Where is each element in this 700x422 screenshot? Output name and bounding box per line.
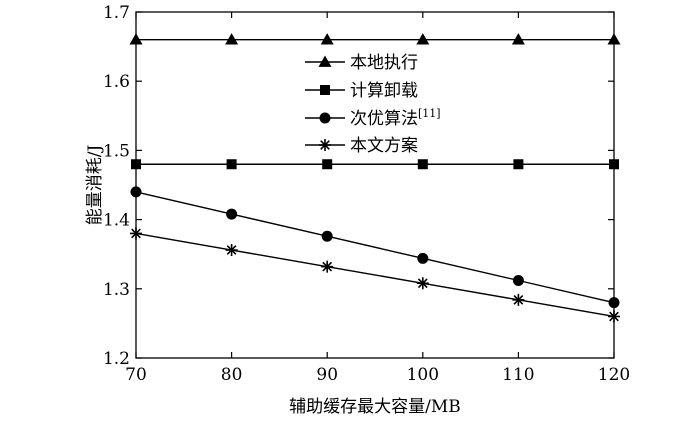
series-2-point	[609, 159, 619, 170]
series-4-point	[130, 227, 142, 240]
series-3-point	[321, 230, 333, 242]
series-2-point	[131, 159, 141, 170]
y-axis-title: 能量消耗/J	[85, 145, 105, 226]
series-1-point	[320, 33, 334, 45]
legend-superscript: [11]	[418, 107, 441, 120]
x-tick-label: 120	[598, 365, 630, 385]
series-3-point	[130, 186, 142, 198]
x-tick-label: 110	[502, 365, 534, 385]
series-3-point	[512, 274, 524, 286]
legend-label: 次优算法[11]	[350, 107, 441, 129]
x-tick-label: 70	[125, 365, 147, 385]
legend-label: 计算卸载	[350, 81, 418, 101]
series-3-point	[226, 208, 238, 220]
y-tick-label: 1.5	[103, 141, 130, 161]
series-1-point	[416, 33, 430, 45]
series-3-point	[417, 252, 429, 264]
series-3-point	[608, 297, 620, 309]
series-4-point	[416, 277, 429, 290]
legend-marker	[320, 85, 330, 95]
y-tick-label: 1.2	[103, 349, 130, 369]
legend-marker	[319, 139, 331, 151]
series-1-point	[607, 33, 621, 45]
legend-marker	[319, 112, 331, 124]
legend-label: 本地执行	[350, 53, 418, 73]
tick-layer: 70 80 90 100 110 120 1.2 1.3 1.4 1.5 1.6 1.7	[103, 3, 630, 385]
x-tick-label: 90	[316, 365, 338, 385]
series-line-3	[135, 191, 615, 304]
series-4-point	[321, 260, 334, 273]
y-tick-label: 1.4	[103, 211, 130, 231]
plot-frame	[135, 11, 615, 359]
x-axis-title: 辅助缓存最大容量/MB	[289, 397, 461, 417]
x-tick-label: 80	[221, 365, 243, 385]
series-1-point	[511, 33, 525, 45]
series-2-point	[417, 159, 428, 170]
series-2-point	[226, 159, 237, 170]
legend-marker	[318, 55, 332, 67]
y-tick-label: 1.7	[103, 3, 130, 23]
y-tick-label: 1.3	[103, 280, 130, 300]
series-4-point	[512, 293, 525, 306]
x-tick-label: 100	[407, 365, 439, 385]
series-1-point	[225, 33, 239, 45]
series-1-point	[129, 33, 143, 45]
series-4-point	[608, 310, 620, 323]
series-2-point	[513, 159, 524, 170]
series-2-point	[322, 159, 333, 170]
series-4-point	[225, 244, 238, 257]
series-line-4	[135, 232, 615, 318]
y-tick-label: 1.6	[103, 72, 130, 92]
legend-label: 本文方案	[350, 136, 418, 156]
series-layer	[129, 33, 621, 323]
